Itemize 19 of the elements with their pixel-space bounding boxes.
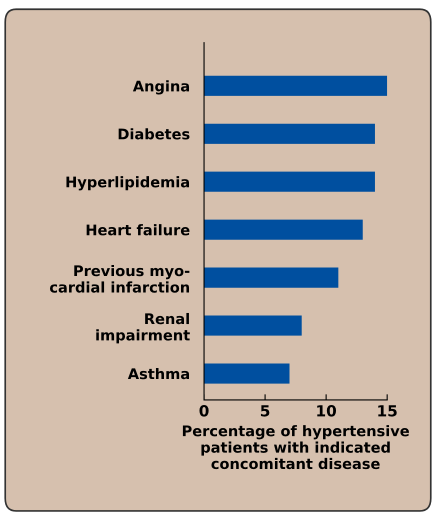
bar	[204, 124, 375, 144]
bar	[204, 363, 290, 384]
bar	[204, 76, 388, 96]
x-axis-title: Percentage of hypertensive patients with indicated concomitant disease	[182, 425, 409, 470]
x-tick-label: 15	[378, 405, 397, 417]
y-tick-label: Angina	[132, 80, 190, 95]
y-tick-label: Heart failure	[86, 224, 190, 236]
bar	[204, 316, 302, 336]
bar	[204, 220, 363, 240]
x-tick-label: 5	[260, 405, 270, 417]
bar	[204, 172, 375, 192]
y-tick-label: Renal impairment	[96, 312, 190, 344]
x-tick-label: 0	[199, 405, 209, 417]
bar	[204, 268, 338, 288]
x-tick-label: 10	[317, 405, 336, 417]
y-tick-label: Previous myo- cardial infarction	[50, 264, 190, 293]
y-tick-label: Diabetes	[118, 128, 190, 140]
y-tick-label: Asthma	[128, 368, 190, 380]
y-tick-label: Hyperlipidemia	[66, 176, 190, 190]
